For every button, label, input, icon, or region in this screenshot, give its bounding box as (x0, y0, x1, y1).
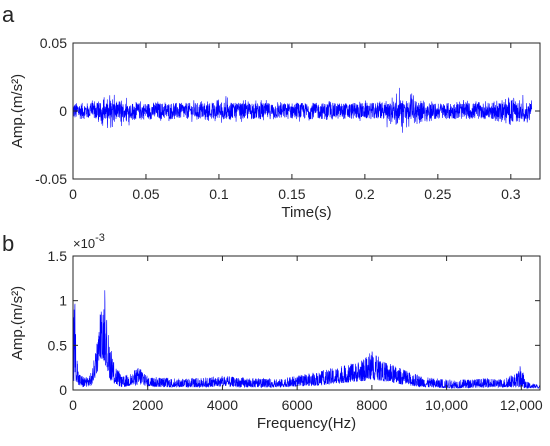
panel-b-series-group (72, 290, 541, 390)
x-tick-label: 10,000 (425, 397, 468, 413)
y-tick-label: 0 (59, 382, 67, 398)
panel-label-a: a (2, 2, 15, 27)
x-tick-label: 0.2 (355, 186, 375, 202)
panel-b-x-axis-label: Frequency(Hz) (257, 415, 356, 432)
panel-a-y-axis-label: Amp.(m/s²) (9, 74, 26, 148)
y-tick-label: 0 (59, 103, 67, 119)
y-tick-label: 0.5 (48, 337, 68, 353)
x-tick-label: 0.15 (278, 186, 305, 202)
x-tick-label: 12,000 (500, 397, 543, 413)
x-tick-label: 0 (69, 186, 77, 202)
panel-a-signal-line (72, 87, 533, 133)
panel-a-x-axis-label: Time(s) (281, 204, 331, 221)
x-tick-label: 0.25 (424, 186, 451, 202)
panel-b-y-axis-label: Amp.(m/s²) (9, 286, 26, 360)
x-tick-label: 0.1 (209, 186, 229, 202)
panel-label-b: b (2, 231, 14, 256)
x-tick-label: 4000 (207, 397, 238, 413)
multiplier-exponent: -3 (95, 232, 105, 244)
x-tick-label: 8000 (356, 397, 387, 413)
panel-b-spectrum: b 0 2000 4000 6000 8000 10,000 12,000 0 0.5 1 1.5… (2, 231, 543, 432)
panel-b-spectrum-line (72, 290, 541, 390)
panel-b-y-multiplier: ×10-3 (73, 232, 105, 251)
panel-b-axes-frame (72, 255, 541, 391)
x-tick-label: 0.05 (132, 186, 159, 202)
x-tick-label: 0.3 (501, 186, 521, 202)
panel-b-y-ticks: 0 0.5 1 1.5 (48, 248, 540, 398)
x-tick-label: 0 (69, 397, 77, 413)
x-tick-label: 6000 (282, 397, 313, 413)
x-tick-label: 2000 (132, 397, 163, 413)
panel-a-y-ticks: -0.05 0 0.05 (35, 35, 540, 187)
y-tick-label: -0.05 (35, 171, 67, 187)
y-tick-label: 0.05 (40, 35, 67, 51)
panel-a-x-ticks: 0 0.05 0.1 0.15 0.2 0.25 0.3 (69, 43, 521, 202)
panel-a-series-group (72, 87, 533, 133)
y-tick-label: 1 (59, 293, 67, 309)
y-tick-label: 1.5 (48, 248, 68, 264)
panel-b-x-ticks: 0 2000 4000 6000 8000 10,000 12,000 (69, 256, 543, 413)
